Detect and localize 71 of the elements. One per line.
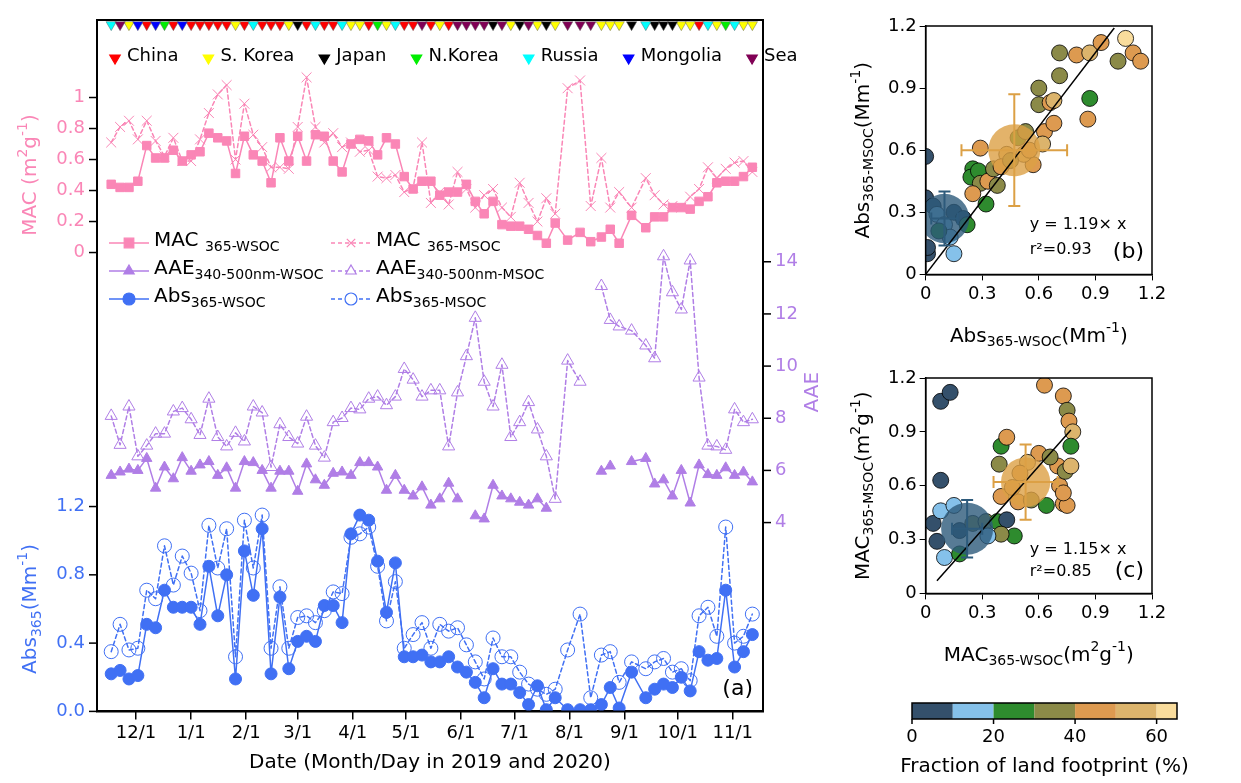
legend-label: Japan <box>335 43 387 65</box>
x-tick-label: 4/1 <box>338 720 368 742</box>
x-tick-label: 0.6 <box>1024 600 1054 622</box>
x-tick-label: 8/1 <box>554 720 584 742</box>
x-axis-title: Date (Month/Day in 2019 and 2020) <box>249 749 611 774</box>
annotation: r²=0.85 <box>1029 561 1092 581</box>
x-tick-label: 0.3 <box>967 600 997 622</box>
y2-tick-label: 14 <box>775 249 798 271</box>
y-tick-label: 0.6 <box>887 473 917 495</box>
legend-label: Sea <box>764 43 798 65</box>
legend-label: S. Korea <box>220 43 295 65</box>
x-tick-label: 0.3 <box>967 281 997 303</box>
y2-tick-label: 6 <box>775 458 787 480</box>
x-tick-label: 9/1 <box>609 720 639 742</box>
y2-tick-label: 4 <box>775 510 787 532</box>
y2-tick-label: 10 <box>775 353 798 375</box>
x-tick-label: 12/1 <box>115 720 157 742</box>
y2-axis-title: AAE <box>799 371 824 413</box>
y-tick-label: 0.3 <box>887 527 917 549</box>
y3-tick-label: 0.0 <box>56 699 86 721</box>
y-axis-title: Abs365-MSOC(Mm-1) <box>846 61 877 239</box>
y-axis-title: MAC365-MSOC(m2g-1) <box>846 391 877 581</box>
color-bar-label: 20 <box>982 724 1005 746</box>
x-tick-label: 0.6 <box>1024 281 1054 303</box>
y-tick-label: 0.6 <box>887 137 917 159</box>
y-tick-label: 0.4 <box>56 178 86 200</box>
y-tick-label: 0 <box>905 262 917 284</box>
annotation: y = 1.15× x <box>1029 539 1127 559</box>
x-tick-label: 1/1 <box>176 720 206 742</box>
annotation: (a) <box>722 675 754 701</box>
y-axis-title: MAC (m2g-1) <box>14 114 42 236</box>
x-tick-label: 0 <box>919 281 932 303</box>
annotation: y = 1.19× x <box>1029 213 1127 233</box>
y-tick-label: 1.2 <box>887 13 917 35</box>
y-tick-label: 1 <box>73 85 85 107</box>
y-tick-label: 0.6 <box>56 147 86 169</box>
x-tick-label: 3/1 <box>283 720 313 742</box>
y-tick-label: 0 <box>73 240 85 262</box>
legend-label: Mongolia <box>640 43 723 65</box>
color-bar-title: Fraction of land footprint (%) <box>900 753 1189 778</box>
x-tick-label: 6/1 <box>446 720 476 742</box>
color-bar-label: 40 <box>1063 724 1087 746</box>
y-tick-label: 0.9 <box>887 75 917 97</box>
x-tick-label: 5/1 <box>391 720 421 742</box>
annotation: (b) <box>1112 238 1145 264</box>
y-tick-label: 0 <box>905 581 917 603</box>
legend-label: China <box>127 43 179 65</box>
x-tick-label: 1.2 <box>1137 600 1167 622</box>
y2-tick-label: 12 <box>775 301 798 323</box>
x-tick-label: 0.9 <box>1081 600 1110 622</box>
x-tick-label: 0 <box>919 600 932 622</box>
legend-label: MAC 365-WSOC <box>154 227 280 254</box>
annotation: (c) <box>1114 557 1144 583</box>
y-tick-label: 0.9 <box>887 419 917 441</box>
x-tick-label: 0.9 <box>1081 281 1110 303</box>
y-tick-label: 1.2 <box>887 365 917 387</box>
y2-tick-label: 8 <box>775 405 787 427</box>
y-tick-label: 0.8 <box>56 116 86 138</box>
y-tick-label: 0.3 <box>887 199 917 221</box>
x-tick-label: 10/1 <box>657 720 698 742</box>
x-tick-label: 2/1 <box>231 720 261 742</box>
x-tick-label: 1.2 <box>1137 281 1167 303</box>
annotation: r²=0.93 <box>1029 238 1092 258</box>
y-tick-label: 0.2 <box>56 209 86 231</box>
x-tick-label: 7/1 <box>499 720 529 742</box>
legend-label: MAC 365-MSOC <box>376 227 501 254</box>
legend-label: Russia <box>540 43 599 65</box>
y3-axis-title: Abs365(Mm-1) <box>14 544 44 674</box>
color-bar-label: 60 <box>1145 724 1169 746</box>
legend-label: N.Korea <box>428 43 499 65</box>
x-tick-label: 11/1 <box>712 720 754 742</box>
